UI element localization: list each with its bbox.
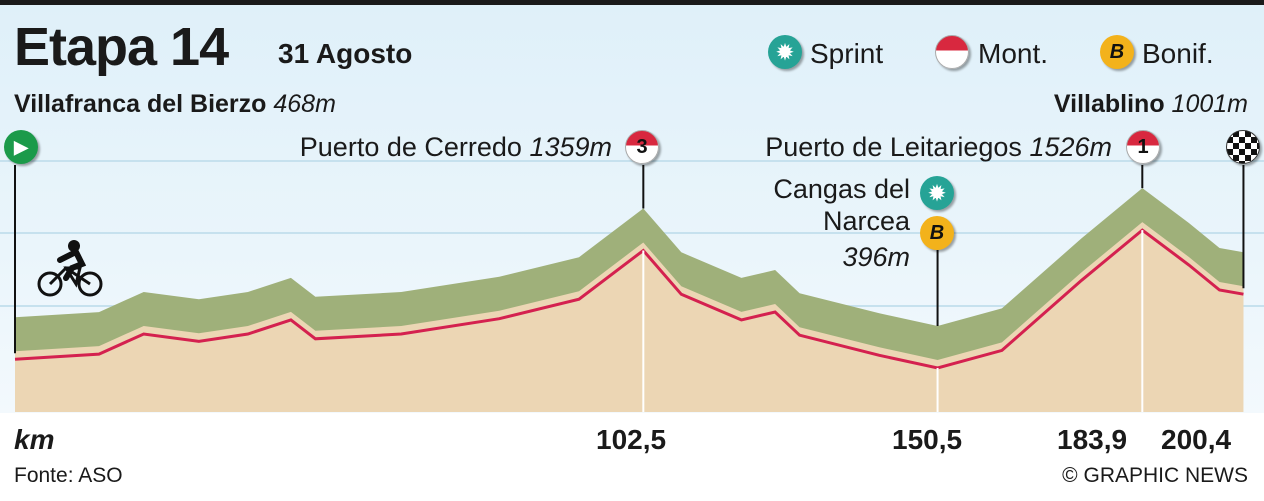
start-icon: ▶: [4, 130, 38, 164]
km-tick: 200,4: [1161, 424, 1232, 455]
km-tick: 150,5: [892, 424, 963, 455]
sprint-label-line2: Narcea: [822, 206, 910, 236]
bonus-icon: B: [1100, 35, 1134, 69]
climb-label-leitariegos: Puerto de Leitariegos 1526m: [765, 132, 1112, 162]
source: Fonte: ASO: [14, 464, 123, 487]
start-town: Villafranca del Bierzo 468m: [14, 90, 336, 118]
page-title: Etapa 14: [14, 17, 229, 77]
sprint-alt: 396m: [842, 242, 910, 272]
sprint-icon: ✹: [768, 35, 802, 69]
finish-flag-icon: [1226, 130, 1260, 164]
sprint-icon: ✹: [920, 176, 954, 210]
credit: © GRAPHIC NEWS: [1062, 464, 1248, 487]
km-axis-label: km: [14, 424, 55, 455]
legend-mont: Mont.: [978, 38, 1049, 69]
top-bar: [0, 0, 1264, 5]
climb-label-cerredo: Puerto de Cerredo 1359m: [299, 132, 612, 162]
stage-date: 31 Agosto: [278, 38, 413, 69]
profile-ground: [15, 222, 1244, 412]
sprint-label-line1: Cangas del: [773, 174, 910, 204]
mountain-cat-icon: 3: [625, 130, 659, 164]
km-tick: 102,5: [596, 424, 667, 455]
legend-sprint: Sprint: [810, 38, 884, 69]
bonus-icon: B: [920, 216, 954, 250]
legend-bonif: Bonif.: [1142, 38, 1214, 69]
profile-line: [14, 228, 1244, 370]
km-tick: 183,9: [1057, 424, 1128, 455]
profile-grass: [15, 188, 1244, 362]
cyclist-icon: [37, 240, 103, 297]
mountain-cat-icon: 1: [1126, 130, 1160, 164]
mountain-icon: [935, 35, 969, 69]
finish-town: Villablino 1001m: [1053, 90, 1248, 118]
